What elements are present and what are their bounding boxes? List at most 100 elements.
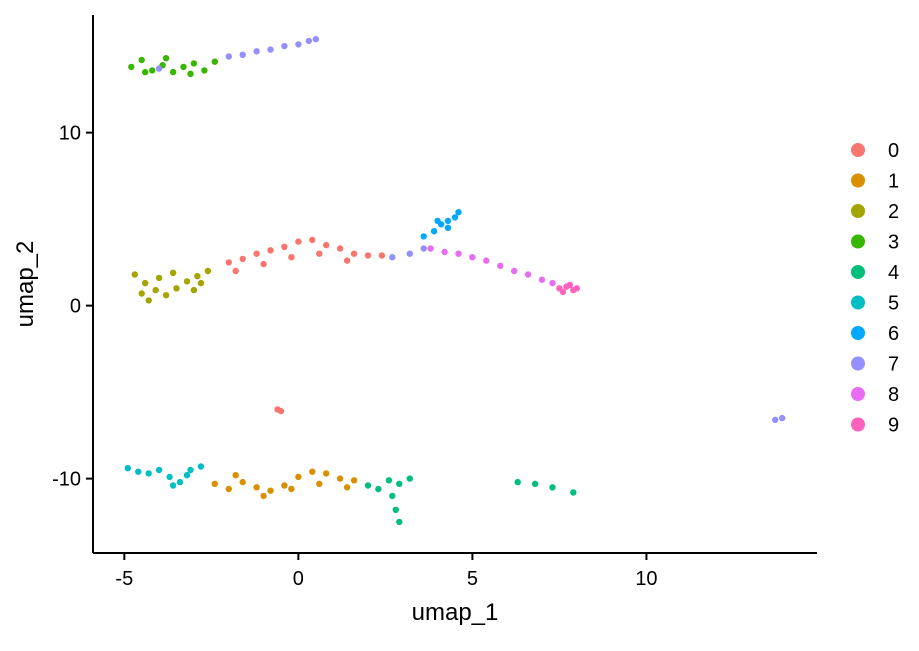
- x-tick-label: 0: [293, 568, 304, 590]
- data-point-cluster-2: [145, 297, 152, 304]
- y-tick-label: 0: [70, 296, 81, 318]
- data-point-cluster-0: [295, 238, 302, 245]
- data-point-cluster-1: [323, 470, 330, 477]
- data-point-cluster-1: [239, 478, 246, 486]
- legend-label-0: 0: [888, 140, 899, 162]
- legend-key-6: [851, 326, 865, 340]
- data-point-cluster-5: [187, 466, 194, 474]
- data-point-cluster-2: [183, 278, 191, 285]
- data-point-cluster-3: [211, 58, 218, 65]
- data-point-cluster-2: [194, 273, 201, 280]
- data-point-cluster-5: [135, 468, 142, 475]
- data-point-cluster-7: [225, 53, 232, 60]
- legend: 0 1 2 3 4 5 6 7 8 9: [851, 140, 899, 437]
- legend-key-8: [851, 387, 865, 401]
- legend-key-9: [851, 417, 865, 432]
- data-point-cluster-3: [169, 68, 177, 76]
- data-point-cluster-1: [316, 480, 323, 487]
- data-point-cluster-0: [336, 245, 344, 252]
- data-point-cluster-7: [772, 416, 779, 423]
- data-point-cluster-2: [169, 269, 177, 276]
- data-point-cluster-2: [131, 271, 138, 278]
- data-point-cluster-5: [145, 470, 152, 477]
- data-point-cluster-3: [187, 70, 194, 78]
- data-point-cluster-8: [538, 276, 546, 283]
- data-point-cluster-2: [138, 290, 145, 297]
- legend-label-7: 7: [888, 354, 899, 376]
- data-point-cluster-8: [497, 262, 504, 269]
- data-point-cluster-1: [253, 484, 260, 491]
- data-point-cluster-6: [444, 217, 452, 225]
- data-point-cluster-7: [239, 51, 246, 58]
- data-point-cluster-2: [173, 285, 180, 292]
- legend-key-5: [851, 295, 865, 310]
- data-point-cluster-5: [124, 465, 131, 472]
- data-point-cluster-3: [142, 68, 149, 76]
- y-tick-label: -10: [52, 469, 81, 491]
- data-point-cluster-7: [779, 414, 786, 422]
- data-point-cluster-7: [305, 37, 312, 45]
- data-point-cluster-4: [570, 489, 577, 496]
- data-point-cluster-2: [152, 286, 159, 294]
- x-tick-label: 5: [467, 568, 478, 590]
- data-point-cluster-4: [385, 477, 393, 484]
- legend-label-8: 8: [888, 384, 899, 406]
- data-point-cluster-0: [350, 250, 358, 257]
- x-axis-title: umap_1: [412, 599, 499, 626]
- data-point-cluster-4: [531, 480, 539, 487]
- data-point-cluster-4: [514, 478, 521, 486]
- data-point-cluster-0: [364, 252, 372, 259]
- data-point-cluster-1: [343, 484, 351, 491]
- y-ticks: -10 0 10: [52, 123, 93, 491]
- legend-key-0: [851, 143, 865, 157]
- data-point-cluster-6: [420, 233, 427, 240]
- data-point-cluster-3: [180, 63, 187, 71]
- data-point-cluster-4: [375, 485, 382, 493]
- data-point-cluster-7: [295, 41, 302, 48]
- data-point-cluster-0: [378, 252, 386, 259]
- data-point-cluster-1: [336, 475, 344, 482]
- data-point-cluster-1: [260, 492, 267, 500]
- data-point-cluster-1: [225, 485, 232, 493]
- legend-label-3: 3: [888, 232, 899, 254]
- data-point-cluster-8: [549, 279, 556, 287]
- data-point-cluster-1: [267, 487, 274, 494]
- data-point-cluster-0: [316, 250, 323, 257]
- data-point-cluster-7: [253, 48, 260, 55]
- legend-key-2: [851, 204, 865, 218]
- data-point-cluster-2: [142, 279, 149, 287]
- data-point-cluster-2: [155, 274, 163, 282]
- data-point-cluster-6: [451, 214, 459, 221]
- data-point-cluster-7: [420, 245, 427, 252]
- data-point-cluster-0: [309, 236, 316, 244]
- legend-label-5: 5: [888, 293, 899, 315]
- data-point-cluster-2: [190, 286, 198, 294]
- points-layer: [124, 36, 786, 526]
- x-tick-label: -5: [115, 568, 133, 590]
- data-point-cluster-1: [281, 482, 288, 489]
- data-point-cluster-4: [364, 482, 372, 489]
- data-point-cluster-4: [396, 518, 403, 526]
- data-point-cluster-5: [183, 472, 191, 479]
- legend-key-4: [851, 265, 865, 279]
- data-point-cluster-1: [232, 472, 239, 479]
- data-point-cluster-1: [288, 485, 295, 493]
- data-point-cluster-0: [288, 254, 295, 261]
- legend-label-4: 4: [888, 262, 899, 284]
- data-point-cluster-7: [312, 36, 319, 43]
- data-point-cluster-4: [406, 475, 413, 482]
- data-point-cluster-0: [232, 267, 239, 275]
- data-point-cluster-1: [309, 468, 316, 475]
- data-point-cluster-7: [389, 254, 396, 261]
- legend-label-6: 6: [888, 323, 899, 345]
- data-point-cluster-0: [277, 407, 285, 415]
- data-point-cluster-2: [162, 292, 170, 299]
- x-tick-label: 10: [635, 568, 657, 590]
- data-point-cluster-3: [201, 67, 208, 74]
- data-point-cluster-8: [441, 248, 448, 256]
- data-point-cluster-5: [176, 478, 184, 486]
- data-point-cluster-0: [253, 250, 260, 257]
- data-point-cluster-7: [155, 65, 163, 72]
- legend-key-1: [851, 173, 865, 188]
